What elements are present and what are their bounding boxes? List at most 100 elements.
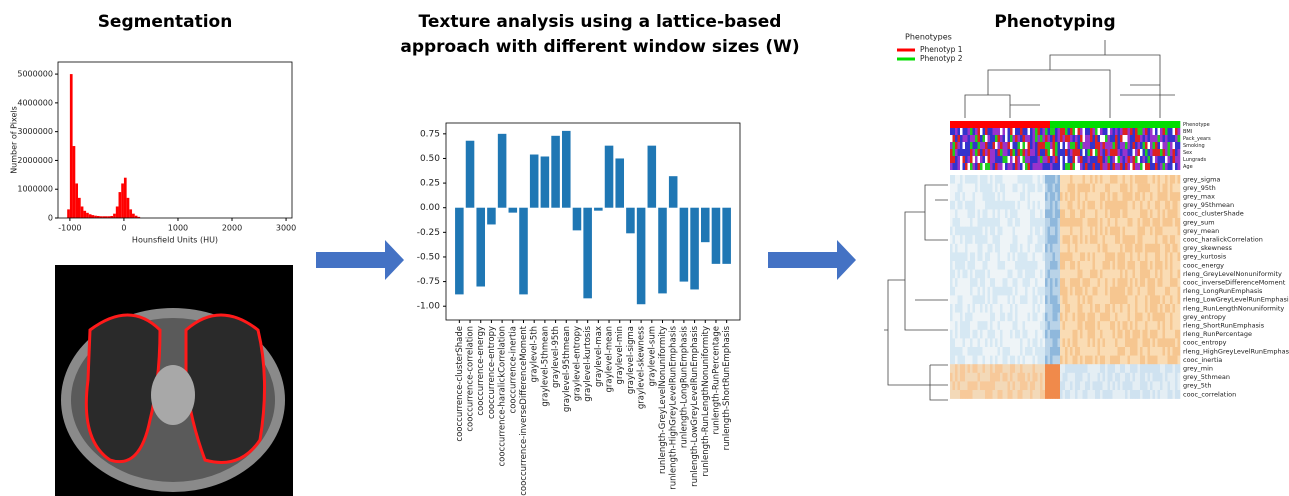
heatmap-cell — [1145, 184, 1148, 193]
heatmap-cell — [1173, 227, 1176, 236]
heatmap-cell — [1170, 304, 1173, 313]
heatmap-cell — [1055, 347, 1058, 356]
heatmap-cell — [960, 227, 963, 236]
annotation-cell — [1175, 121, 1178, 128]
heatmap-cell — [1123, 227, 1126, 236]
heatmap-cell — [1170, 235, 1173, 244]
annotation-cell — [1093, 156, 1096, 163]
heatmap-cell — [1020, 218, 1023, 227]
heatmap-cell — [1115, 295, 1118, 304]
heatmap-cell — [1158, 287, 1161, 296]
annotation-cell — [993, 149, 996, 156]
heatmap-cell — [1015, 175, 1018, 184]
heatmap-cell — [1080, 235, 1083, 244]
heatmap-cell — [975, 313, 978, 322]
heatmap-cell — [990, 278, 993, 287]
heatmap-cell — [1085, 313, 1088, 322]
heatmap-cell — [1145, 373, 1148, 382]
heatmap-cell — [1075, 218, 1078, 227]
annotation-cell — [1058, 163, 1061, 170]
heatmap-cell — [973, 347, 976, 356]
heatmap-cell — [980, 381, 983, 390]
annotation-cell — [1028, 142, 1031, 149]
annotation-label: Age — [1183, 164, 1193, 170]
heatmap-cell — [1000, 218, 1003, 227]
heatmap-cell — [1040, 227, 1043, 236]
annotation-cell — [1155, 142, 1158, 149]
heatmap-cell — [1008, 356, 1011, 365]
annotation-cell — [1160, 121, 1163, 128]
heatmap-cell — [983, 227, 986, 236]
heatmap-cell — [1035, 295, 1038, 304]
annotation-cell — [1105, 142, 1108, 149]
heatmap-cell — [1058, 235, 1061, 244]
heatmap-cell — [1133, 192, 1136, 201]
heatmap-cell — [1018, 356, 1021, 365]
heatmap-cell — [958, 244, 961, 253]
heatmap-cell — [1155, 338, 1158, 347]
heatmap-cell — [1158, 261, 1161, 270]
heatmap-cell — [1168, 261, 1171, 270]
heatmap-cell — [998, 373, 1001, 382]
heatmap-cell — [1045, 364, 1048, 373]
heatmap-cell — [1160, 252, 1163, 261]
annotation-cell — [1158, 135, 1161, 142]
heatmap-cell — [1013, 381, 1016, 390]
heatmap-cell — [993, 390, 996, 399]
heatmap-cell — [1155, 295, 1158, 304]
heatmap-cell — [1088, 356, 1091, 365]
heatmap-cell — [1163, 321, 1166, 330]
heatmap-cell — [1053, 209, 1056, 218]
annotation-cell — [1120, 149, 1123, 156]
heatmap-cell — [1153, 209, 1156, 218]
heatmap-cell — [990, 321, 993, 330]
heatmap-cell — [1058, 244, 1061, 253]
heatmap-cell — [1018, 321, 1021, 330]
heatmap-cell — [1143, 356, 1146, 365]
heatmap-cell — [1050, 235, 1053, 244]
heatmap-cell — [950, 356, 953, 365]
annotation-cell — [990, 135, 993, 142]
heatmap-cell — [1158, 175, 1161, 184]
arrow — [768, 240, 856, 280]
heatmap-cell — [1015, 235, 1018, 244]
heatmap-cell — [1173, 235, 1176, 244]
heatmap-cell — [978, 252, 981, 261]
heatmap-cell — [1005, 184, 1008, 193]
heatmap-cell — [1088, 252, 1091, 261]
heatmap-cell — [980, 338, 983, 347]
heatmap-cell — [1130, 192, 1133, 201]
annotation-cell — [1168, 149, 1171, 156]
annotation-cell — [1148, 156, 1151, 163]
heatmap-cell — [1010, 295, 1013, 304]
heatmap-cell — [1098, 347, 1101, 356]
heatmap-cell — [1135, 184, 1138, 193]
heatmap-cell — [1070, 175, 1073, 184]
heatmap-cell — [1053, 270, 1056, 279]
heatmap-cell — [1075, 347, 1078, 356]
heatmap-cell — [1113, 313, 1116, 322]
heatmap-cell — [1073, 252, 1076, 261]
heatmap-cell — [1058, 192, 1061, 201]
heatmap-cell — [1065, 175, 1068, 184]
heatmap-cell — [1125, 227, 1128, 236]
annotation-label: BMI — [1183, 129, 1192, 135]
annotation-cell — [998, 163, 1001, 170]
annotation-cell — [975, 142, 978, 149]
heatmap-cell — [1140, 184, 1143, 193]
heatmap-cell — [1165, 295, 1168, 304]
annotation-cell — [998, 142, 1001, 149]
heatmap-cell — [980, 321, 983, 330]
heatmap-cell — [1173, 390, 1176, 399]
annotation-cell — [1055, 121, 1058, 128]
heatmap-cell — [1043, 287, 1046, 296]
heatmap-cell — [1053, 304, 1056, 313]
annotation-cell — [1135, 156, 1138, 163]
annotation-cell — [1175, 149, 1178, 156]
heatmap-cell — [1040, 252, 1043, 261]
heatmap-cell — [1123, 381, 1126, 390]
annotation-cell — [1158, 121, 1161, 128]
heatmap-cell — [1133, 313, 1136, 322]
annotation-cell — [1078, 163, 1081, 170]
heatmap-cell — [1055, 330, 1058, 339]
